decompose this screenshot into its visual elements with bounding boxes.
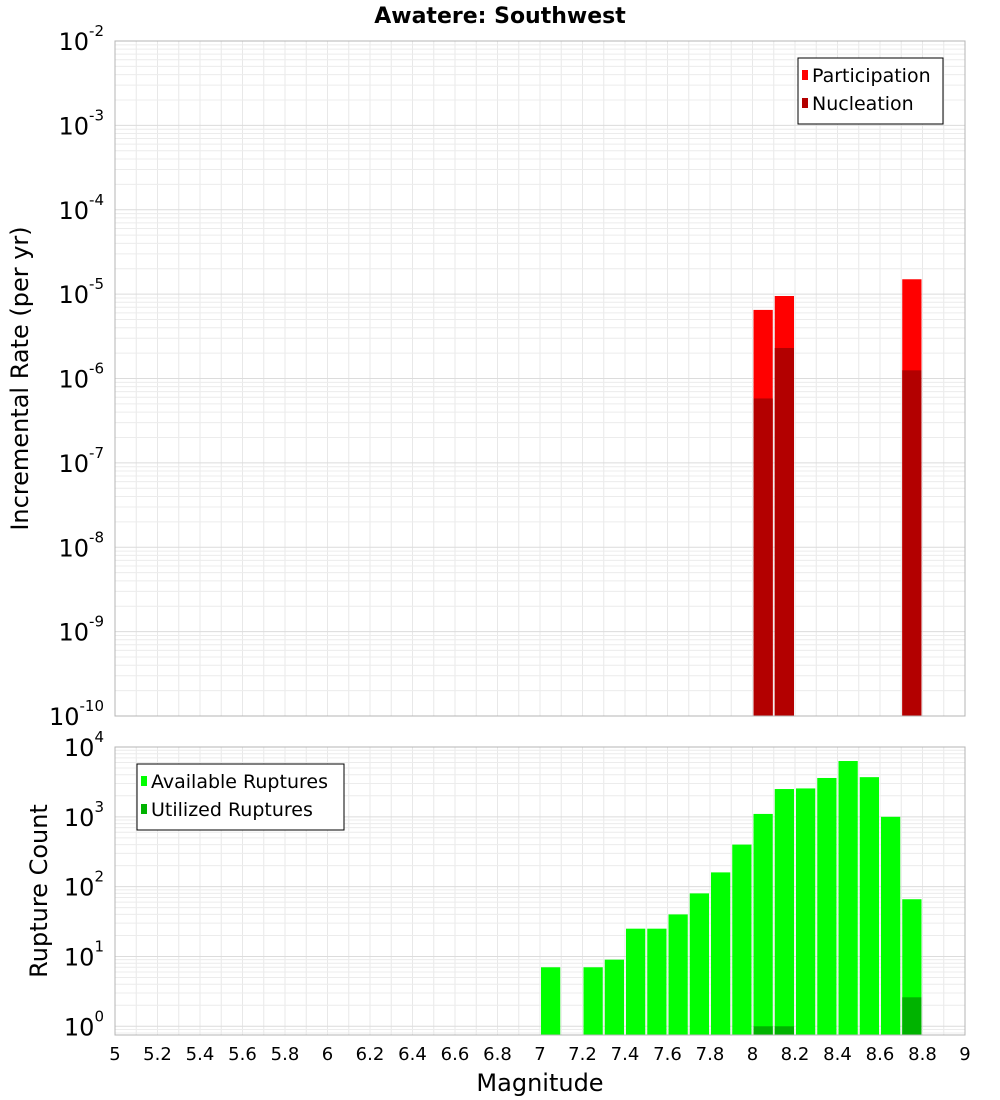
x-tick-label: 5.2 bbox=[143, 1044, 172, 1065]
rate-y-tick-label: 10-10 bbox=[49, 697, 104, 731]
x-tick-label: 6.2 bbox=[356, 1044, 385, 1065]
count-legend-swatch bbox=[141, 776, 147, 786]
count-bar-available-ruptures bbox=[817, 777, 837, 1035]
x-tick-label: 9 bbox=[959, 1044, 970, 1065]
count-bar-available-ruptures bbox=[668, 914, 688, 1035]
count-bars bbox=[541, 761, 922, 1035]
rate-y-tick-label: 10-8 bbox=[58, 528, 104, 562]
x-tick-label: 5 bbox=[109, 1044, 120, 1065]
count-bar-available-ruptures bbox=[711, 872, 731, 1035]
count-bar-available-ruptures bbox=[753, 813, 773, 1035]
x-tick-label: 8.4 bbox=[823, 1044, 852, 1065]
x-tick-label: 7.4 bbox=[611, 1044, 640, 1065]
x-ticks: 5 5.2 5.4 5.6 5.8 6 6.2 6.4 6.6 6.8 7 7.2 7.4 7.6 7.8 8… bbox=[109, 1044, 970, 1065]
x-tick-label: 7.8 bbox=[696, 1044, 725, 1065]
x-tick-label: 6.4 bbox=[398, 1044, 427, 1065]
x-tick-label: 6.6 bbox=[441, 1044, 470, 1065]
rate-legend-swatch bbox=[802, 70, 808, 80]
x-tick-label: 5.4 bbox=[186, 1044, 215, 1065]
x-tick-label: 5.8 bbox=[271, 1044, 300, 1065]
rate-y-tick-label: 10-6 bbox=[58, 360, 104, 394]
rate-plot-frame bbox=[114, 40, 966, 717]
rate-legend: Participation Nucleation bbox=[797, 57, 944, 125]
count-bar-utilized-ruptures bbox=[774, 1026, 794, 1035]
rate-y-tick-label: 10-9 bbox=[58, 613, 104, 647]
x-tick-label: 7 bbox=[534, 1044, 545, 1065]
count-y-tick-label: 100 bbox=[64, 1007, 104, 1041]
x-tick-label: 8.6 bbox=[866, 1044, 895, 1065]
count-bar-available-ruptures bbox=[796, 788, 816, 1035]
x-axis-label: Magnitude bbox=[476, 1069, 603, 1097]
rate-legend-label: Participation bbox=[812, 65, 931, 87]
count-bar-available-ruptures bbox=[647, 928, 667, 1035]
x-tick-label: 5.6 bbox=[228, 1044, 257, 1065]
x-tick-label: 7.2 bbox=[568, 1044, 597, 1065]
rate-y-tick-label: 10-4 bbox=[58, 191, 104, 225]
rate-legend-box bbox=[797, 57, 944, 125]
count-legend-swatch bbox=[141, 804, 147, 814]
count-bar-available-ruptures bbox=[541, 967, 561, 1035]
count-legend-label: Utilized Ruptures bbox=[151, 799, 313, 821]
count-bar-available-ruptures bbox=[838, 761, 858, 1035]
rate-panel: 10-10 10-9 10-8 10-7 10-6 10-5 10-4 10-3 10-2 In… bbox=[6, 22, 966, 731]
count-bar-available-ruptures bbox=[881, 816, 901, 1035]
count-bar-available-ruptures bbox=[859, 777, 879, 1035]
rate-bar-nucleation bbox=[902, 370, 922, 716]
count-bar-utilized-ruptures bbox=[753, 1026, 773, 1035]
x-tick-label: 6 bbox=[322, 1044, 333, 1065]
rate-bar-nucleation bbox=[774, 347, 794, 716]
count-bar-available-ruptures bbox=[774, 789, 794, 1035]
count-y-tick-label: 102 bbox=[64, 868, 104, 902]
count-y-tick-label: 101 bbox=[64, 937, 104, 971]
count-bar-available-ruptures bbox=[732, 844, 752, 1035]
rate-y-tick-label: 10-5 bbox=[58, 275, 104, 309]
count-y-ticks: 100 101 102 103 104 bbox=[64, 728, 104, 1041]
count-bar-utilized-ruptures bbox=[902, 997, 922, 1035]
count-panel: 100 101 102 103 104 Rupture Count Available … bbox=[25, 728, 966, 1041]
count-bar-available-ruptures bbox=[689, 893, 709, 1035]
count-bar-available-ruptures bbox=[626, 928, 646, 1035]
count-legend-box bbox=[136, 763, 345, 831]
x-tick-label: 8 bbox=[747, 1044, 758, 1065]
count-bar-available-ruptures bbox=[583, 967, 603, 1035]
rate-legend-label: Nucleation bbox=[812, 93, 914, 115]
count-bar-available-ruptures bbox=[604, 959, 624, 1035]
rate-legend-swatch bbox=[802, 98, 808, 108]
rate-bars bbox=[753, 279, 922, 716]
count-legend-label: Available Ruptures bbox=[151, 771, 328, 793]
rate-y-ticks: 10-10 10-9 10-8 10-7 10-6 10-5 10-4 10-3 10-2 bbox=[49, 22, 104, 731]
count-plot-frame bbox=[114, 746, 966, 1036]
count-y-tick-label: 103 bbox=[64, 798, 104, 832]
x-tick-label: 6.8 bbox=[483, 1044, 512, 1065]
count-legend: Available Ruptures Utilized Ruptures bbox=[136, 763, 345, 831]
x-tick-label: 7.6 bbox=[653, 1044, 682, 1065]
rate-bar-nucleation bbox=[753, 398, 773, 716]
rate-grid bbox=[114, 40, 966, 717]
chart-title: Awatere: Southwest bbox=[374, 4, 626, 29]
rate-y-tick-label: 10-2 bbox=[58, 22, 104, 56]
rate-y-axis-label: Incremental Rate (per yr) bbox=[6, 226, 34, 530]
count-y-axis-label: Rupture Count bbox=[25, 804, 53, 978]
rate-y-tick-label: 10-3 bbox=[58, 106, 104, 140]
x-tick-label: 8.2 bbox=[781, 1044, 810, 1065]
count-y-tick-label: 104 bbox=[64, 728, 104, 762]
x-tick-label: 8.8 bbox=[908, 1044, 937, 1065]
rate-y-tick-label: 10-7 bbox=[58, 444, 104, 478]
